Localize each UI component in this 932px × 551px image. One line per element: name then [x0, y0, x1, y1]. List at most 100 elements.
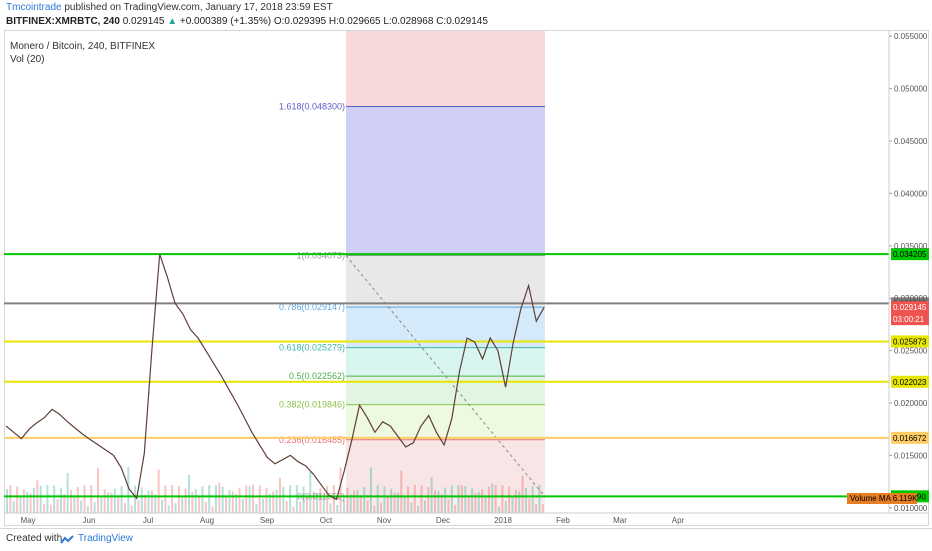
footer-brand[interactable]: TradingView	[78, 533, 134, 544]
x-tick-label: Jun	[83, 516, 96, 525]
volume-bar	[417, 505, 420, 513]
volume-bar	[252, 485, 255, 513]
volume-bar	[275, 489, 278, 513]
last-price-tag	[891, 301, 929, 326]
price-tag-label: 0.016672	[893, 434, 927, 443]
volume-bar	[127, 467, 130, 513]
volume-bar	[487, 486, 490, 513]
volume-bar	[356, 490, 359, 513]
volume-bar	[80, 500, 83, 513]
volume-bar	[535, 504, 538, 513]
x-tick-label: Mar	[613, 516, 627, 525]
price-tag-label: 0.022023	[893, 378, 927, 387]
y-tick-label: 0.025000	[894, 347, 928, 356]
volume-bar	[56, 499, 59, 513]
volume-bar	[144, 494, 147, 513]
volume-bar	[541, 504, 544, 513]
volume-bar	[440, 494, 443, 513]
volume-bar	[299, 501, 302, 513]
volume-bar	[181, 497, 184, 513]
x-tick-label: Dec	[436, 516, 450, 525]
volume-bar	[444, 487, 447, 513]
volume-bar	[22, 489, 25, 513]
volume-bar	[390, 488, 393, 513]
volume-bar	[46, 485, 49, 513]
x-tick-label: 2018	[494, 516, 512, 525]
y-tick-label: 0.020000	[894, 399, 928, 408]
volume-bar	[12, 501, 15, 513]
volume-bar	[194, 489, 197, 513]
publish-text: published on TradingView.com, January 17…	[61, 2, 333, 13]
volume-bar	[380, 502, 383, 513]
fib-level-label: 0.618(0.025279)	[279, 343, 345, 353]
chart-header: Tmcointrade published on TradingView.com…	[0, 0, 932, 30]
author-link[interactable]: Tmcointrade	[6, 2, 62, 13]
volume-bar	[447, 499, 450, 513]
volume-bar	[302, 486, 305, 513]
volume-bar	[96, 468, 99, 513]
volume-bar	[393, 492, 396, 513]
y-tick-label: 0.040000	[894, 189, 928, 198]
volume-bar	[521, 475, 524, 513]
volume-bar	[140, 487, 143, 513]
volume-bar	[467, 497, 470, 513]
volume-bar	[339, 467, 342, 513]
volume-bar	[498, 506, 501, 513]
y-tick-label: 0.010000	[894, 504, 928, 513]
volume-bar	[228, 489, 231, 513]
volume-bar	[258, 485, 261, 513]
volume-bar	[316, 493, 319, 513]
price-tag-bg	[891, 375, 929, 388]
volume-bar	[120, 486, 123, 513]
price-tag-bg	[891, 335, 929, 348]
volume-bar	[363, 487, 366, 513]
fib-level-label: 1(0.034073)	[296, 251, 345, 261]
volume-bar	[336, 504, 339, 513]
volume-bar	[511, 495, 514, 513]
volume-bar	[329, 503, 332, 513]
fib-zone	[346, 376, 545, 405]
volume-bar	[501, 485, 504, 513]
volume-bar	[437, 490, 440, 513]
volume-bar	[289, 485, 292, 513]
volume-bar	[110, 492, 113, 513]
volume-bar	[63, 494, 66, 513]
fib-zone	[346, 347, 545, 377]
volume-bar	[66, 472, 69, 513]
price-tag-bg	[891, 431, 929, 444]
fib-zone	[346, 106, 545, 256]
legend-title: Monero / Bitcoin, 240, BITFINEX	[10, 41, 156, 52]
volume-bar	[248, 486, 251, 513]
volume-bar	[147, 490, 150, 513]
volume-bar	[295, 485, 298, 513]
y-tick-label: 0.015000	[894, 451, 928, 460]
quote-line: BITFINEX:XMRBTC, 240 0.029145 ▲ +0.00038…	[6, 16, 488, 27]
volume-ma-label: Volume MA 6.119K	[850, 494, 918, 503]
volume-bar	[265, 487, 268, 513]
volume-bar	[191, 492, 194, 513]
volume-bar	[70, 489, 73, 513]
volume-bar	[117, 497, 120, 513]
volume-bar	[103, 488, 106, 513]
price-change: +0.000389 (+1.35%)	[179, 16, 272, 27]
volume-bar	[59, 487, 62, 513]
volume-bar	[177, 486, 180, 513]
price-tag-label: 0.034205	[893, 250, 927, 259]
volume-bar	[6, 489, 8, 513]
last-price: 0.029145	[122, 16, 165, 27]
volume-bar	[322, 498, 325, 513]
volume-bar	[164, 485, 167, 513]
volume-bar	[292, 506, 295, 513]
volume-bar	[49, 504, 52, 513]
chart-frame[interactable]	[4, 30, 929, 526]
legend-volume: Vol (20)	[10, 54, 45, 65]
x-tick-label: Feb	[556, 516, 570, 525]
volume-bar	[211, 506, 214, 513]
volume-bar	[400, 470, 403, 513]
x-tick-label: May	[20, 516, 35, 525]
volume-bar	[396, 492, 399, 513]
volume-bar	[53, 485, 56, 513]
fib-zone	[346, 404, 545, 440]
volume-bar	[272, 491, 275, 513]
